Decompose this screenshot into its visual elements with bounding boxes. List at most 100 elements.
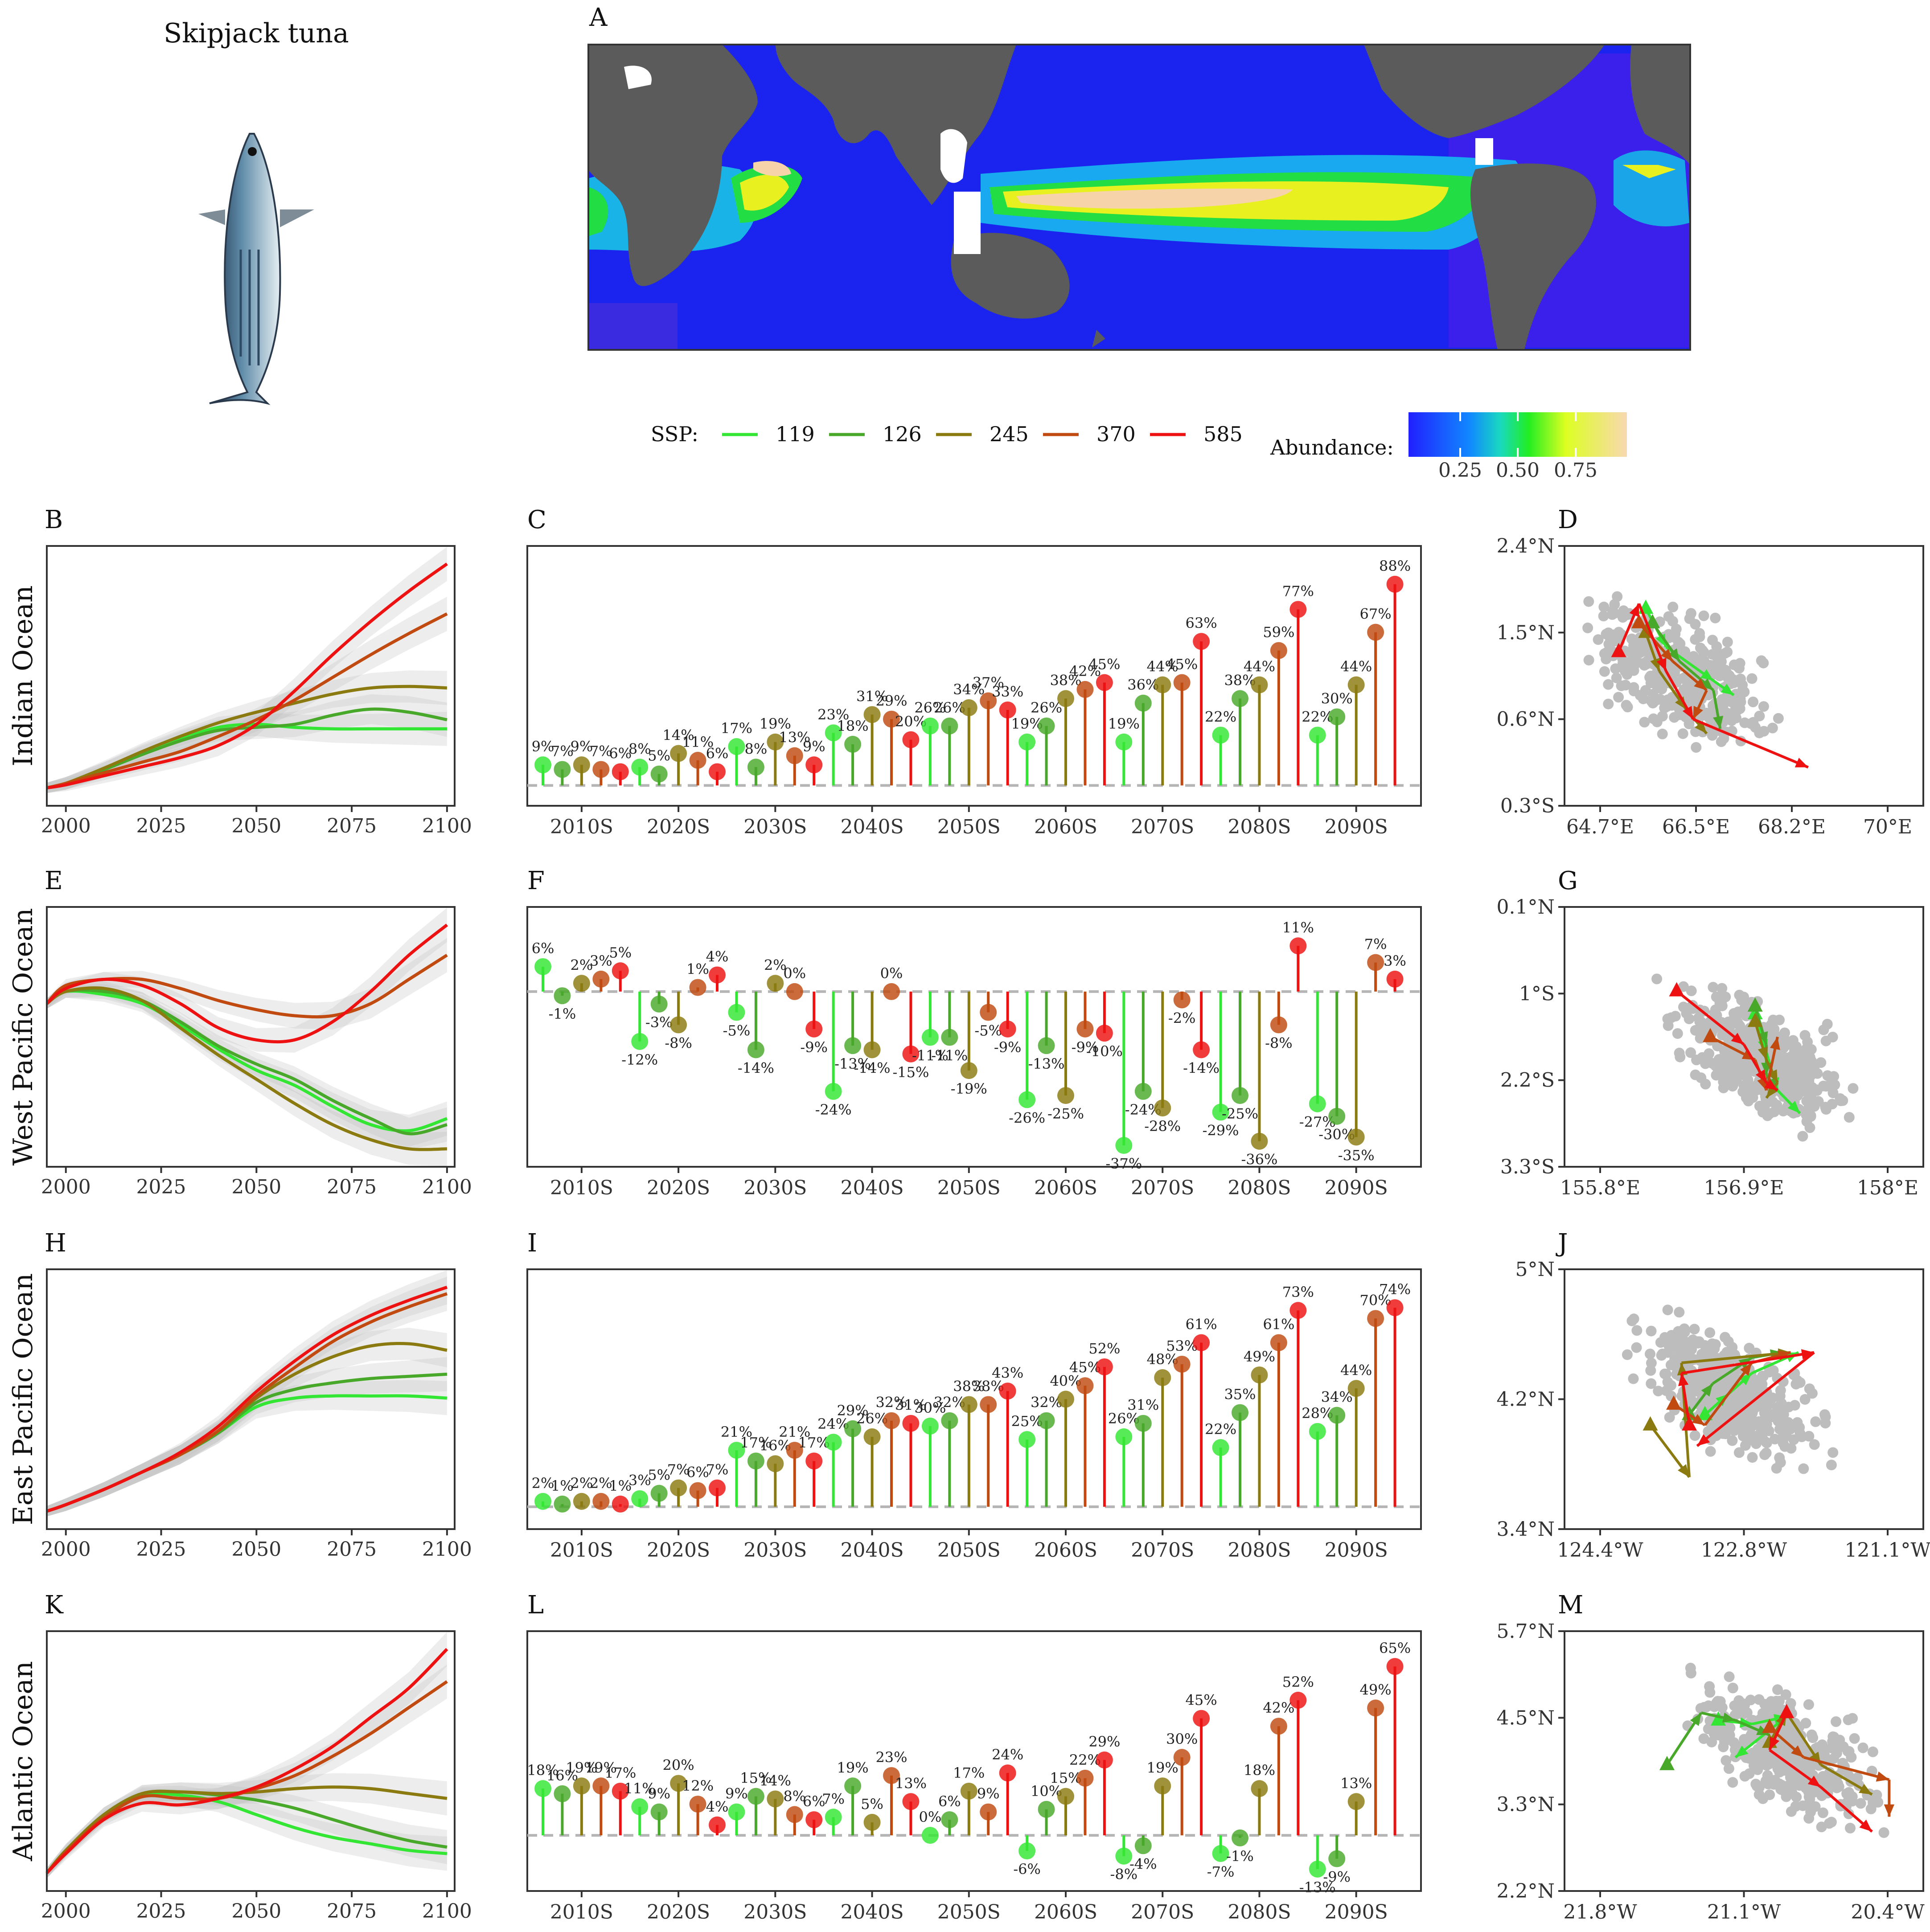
background-point [1646,1325,1657,1337]
decade-label: 2080S [1228,1539,1291,1562]
x-tick-label: 70°E [1863,816,1912,838]
background-point [1756,1417,1767,1428]
lollipop-head [863,1041,881,1058]
background-point [1722,647,1733,657]
background-point [1685,1662,1696,1674]
lollipop-value-label: -35% [1338,1147,1375,1164]
centroid-start-119 [1711,1711,1726,1726]
lollipop-value-label: 17% [798,1434,830,1451]
lollipop-head [1115,1137,1133,1154]
background-point [1721,667,1732,677]
decade-label: 2010S [550,1177,613,1199]
panel-letter-d: D [1558,505,1578,534]
lollipop-value-label: -28% [1144,1118,1181,1135]
lollipop-value-label: 26% [1108,1410,1140,1427]
series-line-119 [45,989,448,1132]
lollipop-value-label: -26% [1009,1109,1045,1126]
background-point [1781,1062,1792,1073]
background-point [1775,1385,1786,1396]
background-point [1689,1398,1700,1409]
background-point [1704,1681,1715,1692]
lollipop-head [921,1827,939,1844]
background-point [1693,1012,1704,1023]
lollipop-head [941,1029,958,1046]
background-point [1583,596,1594,607]
lollipop-value-label: 2% [532,1475,554,1492]
background-point [1735,673,1746,685]
centroid-start-126 [1747,997,1763,1012]
background-point [1695,1703,1706,1714]
lollipop-value-label: -37% [1105,1155,1142,1172]
series-line-585 [45,923,448,1044]
background-point [1675,1051,1686,1062]
lollipop-value-label: 20% [663,1756,694,1773]
lollipop-value-label: -8% [1110,1866,1138,1883]
lollipop-head [805,1452,823,1470]
confidence-band-126 [47,694,447,793]
lollipop-head [786,747,803,764]
background-point [1733,1447,1745,1458]
background-point [1710,612,1721,623]
background-point [1830,1743,1841,1754]
lollipop-value-label: 2% [590,1475,612,1492]
background-point [1807,1732,1819,1743]
lollipop-head [1386,575,1404,593]
x-tick-label: 2100 [422,1900,472,1923]
lollipop-value-label: 38% [973,1378,1004,1395]
background-point [1729,1400,1740,1411]
lollipop-head [1386,970,1404,988]
lollipop-head [1096,1358,1113,1375]
centroid-start-585 [1682,1416,1697,1431]
lollipop-value-label: 5% [648,1467,670,1484]
background-point [1803,1786,1814,1797]
background-point [1603,627,1614,638]
background-point [1776,1398,1787,1409]
background-point [1775,1784,1786,1795]
background-point [1744,1342,1755,1354]
confidence-band-585 [47,1270,447,1517]
background-point [1672,1028,1683,1039]
centroid-arrowhead-119 [1739,1373,1752,1386]
lollipop-value-label: 2% [571,1475,593,1492]
lollipop-value-label: 25% [1011,1413,1043,1430]
background-point [1770,1699,1782,1710]
lollipop-head [902,1415,920,1432]
lollipop-head [1309,726,1326,744]
decade-label: 2090S [1325,816,1388,838]
background-point [1647,671,1658,681]
lollipop-value-label: 28% [1302,1405,1333,1422]
lollipop-value-label: 44% [1147,658,1179,675]
background-point [1793,1074,1803,1085]
background-point [1603,698,1614,710]
decade-label: 2050S [937,1901,1001,1924]
background-point [1756,655,1767,666]
lollipop-value-label: 53% [1166,1337,1198,1354]
background-point [1855,1798,1866,1809]
lollipop-value-label: 13% [779,729,810,746]
colorbar-title: Abundance: [1270,435,1394,459]
lollipop-value-label: 19% [585,1759,617,1776]
lollipop-chart-f: 6%-1%2%3%5%-12%-3%-8%1%4%-5%-14%2%0%-9%-… [526,906,1422,1199]
background-point [1610,663,1621,674]
background-point [1704,1048,1715,1059]
lollipop-chart-l: 18%16%19%19%17%11%9%20%12%4%9%15%14%8%6%… [526,1630,1422,1924]
lollipop-head [1134,1415,1152,1432]
centroid-arrowhead-585 [1794,758,1808,767]
background-point [1737,685,1748,696]
centroid-arrowhead-585 [1859,1819,1872,1832]
centroid-shift-370 [1704,1362,1753,1426]
background-point [1721,1755,1732,1766]
lollipop-head [767,733,784,751]
background-point [1745,1694,1756,1706]
panel-letter-f: F [527,866,545,895]
background-point [1708,982,1719,993]
lollipop-head [844,1777,862,1795]
lollipop-value-label: 7% [1364,936,1387,953]
lollipop-value-label: 29% [1088,1733,1120,1750]
background-point [1711,1070,1722,1081]
lollipop-head [631,1490,649,1507]
background-point [1648,713,1659,724]
background-point [1878,1827,1889,1838]
background-point [1718,1729,1729,1740]
lollipop-value-label: 13% [1340,1775,1372,1792]
